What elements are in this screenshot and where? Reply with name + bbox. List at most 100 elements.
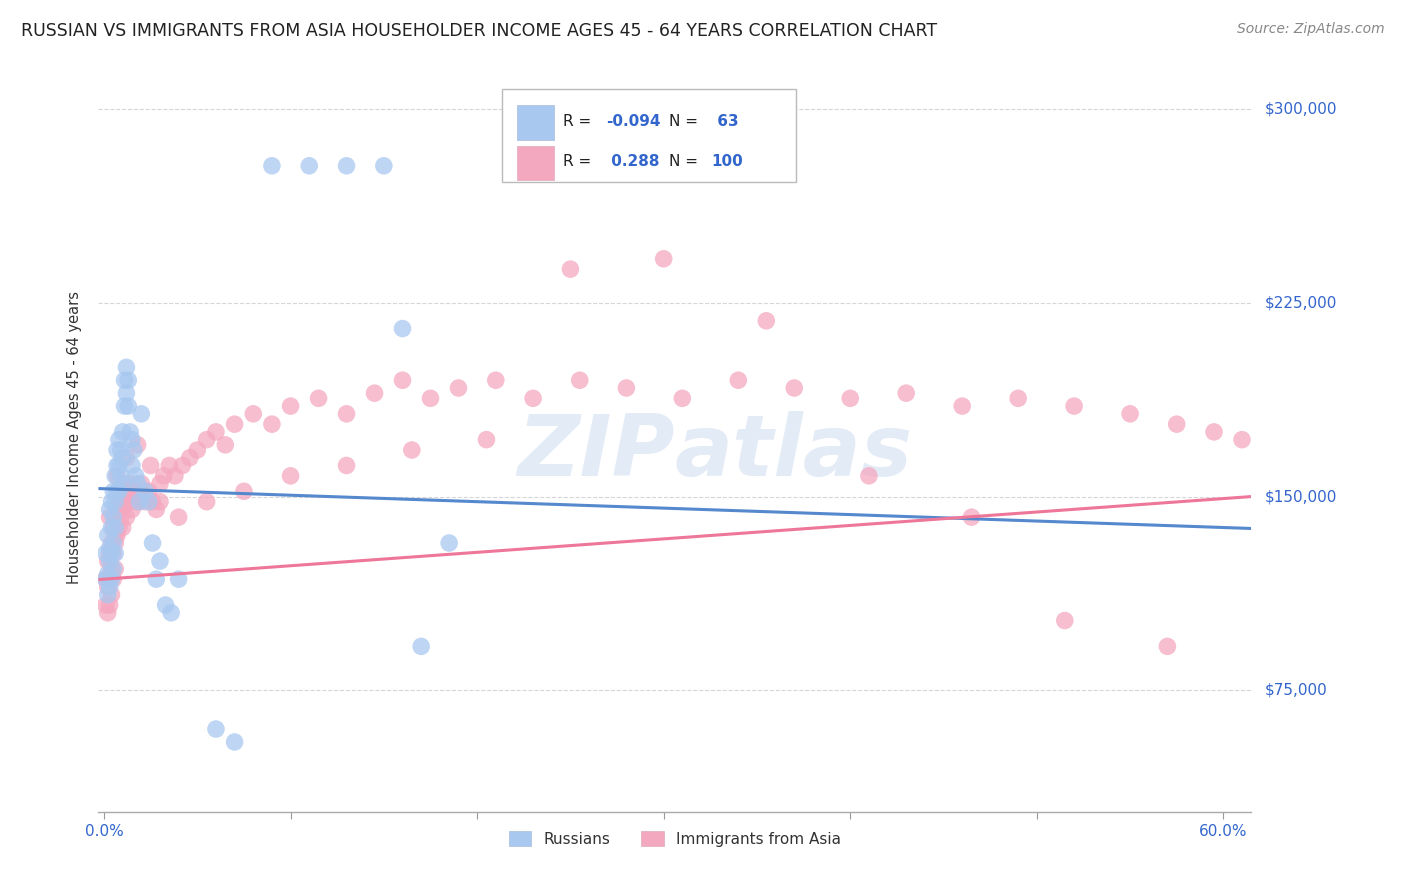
Point xyxy=(152,468,174,483)
Point xyxy=(100,536,122,550)
Point xyxy=(141,536,163,550)
Point xyxy=(100,520,122,534)
Point xyxy=(94,546,117,560)
Point xyxy=(224,735,246,749)
Point xyxy=(110,484,132,499)
Point xyxy=(155,598,177,612)
Point xyxy=(122,442,145,457)
Point xyxy=(139,458,162,473)
Point xyxy=(260,159,283,173)
Point xyxy=(115,450,138,465)
Point xyxy=(98,546,121,560)
Point xyxy=(172,458,194,473)
Point xyxy=(1053,614,1076,628)
Point xyxy=(1202,425,1225,439)
Text: 63: 63 xyxy=(711,113,738,128)
Point xyxy=(373,159,395,173)
Text: -0.094: -0.094 xyxy=(606,113,661,128)
Point xyxy=(125,468,148,483)
Point xyxy=(103,562,125,576)
Point xyxy=(205,425,228,439)
Point xyxy=(125,494,148,508)
Point xyxy=(1007,392,1029,406)
Text: Source: ZipAtlas.com: Source: ZipAtlas.com xyxy=(1237,22,1385,37)
Point xyxy=(94,572,117,586)
Point xyxy=(98,580,121,594)
Point xyxy=(115,360,138,375)
Point xyxy=(115,386,138,401)
Point xyxy=(195,494,218,508)
Point xyxy=(111,425,134,439)
Point xyxy=(100,494,122,508)
Point xyxy=(121,502,143,516)
Point xyxy=(616,381,638,395)
Point xyxy=(103,484,125,499)
Point xyxy=(108,520,131,534)
Point xyxy=(105,528,128,542)
Point xyxy=(186,442,208,457)
Text: 100: 100 xyxy=(711,154,744,169)
Point xyxy=(103,510,125,524)
Text: RUSSIAN VS IMMIGRANTS FROM ASIA HOUSEHOLDER INCOME AGES 45 - 64 YEARS CORRELATIO: RUSSIAN VS IMMIGRANTS FROM ASIA HOUSEHOL… xyxy=(21,22,938,40)
Point xyxy=(98,510,121,524)
Point xyxy=(104,494,127,508)
Point xyxy=(727,373,749,387)
Point xyxy=(224,417,246,432)
Point xyxy=(128,494,150,508)
Point xyxy=(131,407,153,421)
Point xyxy=(858,468,880,483)
Point xyxy=(149,494,172,508)
Point xyxy=(108,433,131,447)
Point xyxy=(120,476,142,491)
Point xyxy=(167,510,190,524)
Point xyxy=(103,520,125,534)
Point xyxy=(104,468,127,483)
Point xyxy=(117,494,139,508)
Point xyxy=(447,381,470,395)
Point xyxy=(105,484,128,499)
Point xyxy=(127,490,149,504)
Point xyxy=(560,262,582,277)
Point xyxy=(115,510,138,524)
Point xyxy=(127,476,149,491)
Point xyxy=(671,392,693,406)
Point xyxy=(783,381,806,395)
Point xyxy=(214,438,236,452)
Point xyxy=(485,373,508,387)
Point xyxy=(308,392,330,406)
Point xyxy=(114,373,136,387)
Text: 0.288: 0.288 xyxy=(606,154,659,169)
Point xyxy=(120,425,142,439)
Point xyxy=(104,562,127,576)
Point xyxy=(160,606,183,620)
Point xyxy=(122,484,145,499)
Point xyxy=(110,510,132,524)
Text: $300,000: $300,000 xyxy=(1265,102,1337,117)
Text: R =: R = xyxy=(562,113,596,128)
Text: R =: R = xyxy=(562,154,596,169)
Point xyxy=(260,417,283,432)
Point xyxy=(335,407,357,421)
Point xyxy=(111,476,134,491)
Point xyxy=(179,450,201,465)
Point xyxy=(98,572,121,586)
Point xyxy=(163,468,186,483)
Point xyxy=(114,494,136,508)
Point xyxy=(100,562,122,576)
Point xyxy=(950,399,973,413)
Point xyxy=(128,494,150,508)
Point xyxy=(98,554,121,568)
Point xyxy=(110,468,132,483)
Text: $75,000: $75,000 xyxy=(1265,682,1329,698)
Point xyxy=(1230,433,1253,447)
Point xyxy=(242,407,264,421)
Point xyxy=(100,546,122,560)
Point xyxy=(105,458,128,473)
Point xyxy=(103,572,125,586)
Point xyxy=(108,494,131,508)
Point xyxy=(104,528,127,542)
Point xyxy=(280,468,302,483)
Point xyxy=(121,433,143,447)
Point xyxy=(280,399,302,413)
Point xyxy=(100,572,122,586)
